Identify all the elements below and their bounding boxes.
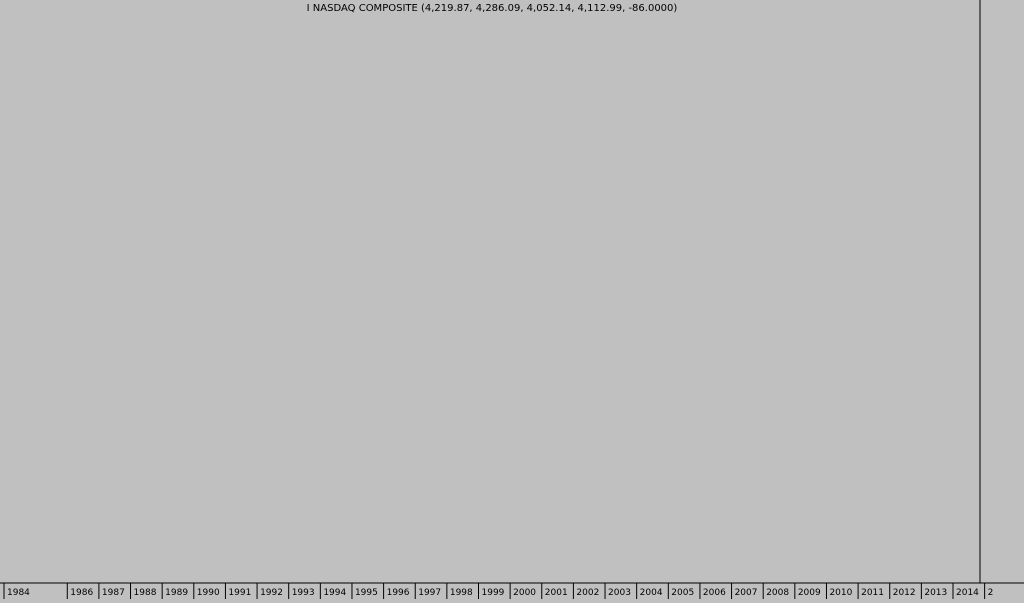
x-tick-label: 1995 (355, 588, 378, 598)
x-tick-label: 2013 (924, 588, 947, 598)
x-tick-label: 1987 (102, 588, 125, 598)
x-tick-label: 2000 (513, 588, 536, 598)
x-tick-label: 2006 (703, 588, 726, 598)
x-tick-label: 2004 (640, 588, 663, 598)
x-tick-label: 2010 (829, 588, 852, 598)
x-tick-label: 1998 (450, 588, 473, 598)
x-tick-label: 1989 (165, 588, 188, 598)
x-tick-label: 1991 (228, 588, 251, 598)
x-tick-label: 2003 (608, 588, 631, 598)
x-tick-label: 2002 (576, 588, 599, 598)
x-tick-label: 1997 (418, 588, 441, 598)
x-tick-label: 2001 (545, 588, 568, 598)
x-tick-label: 2 (988, 588, 994, 598)
x-tick-label: 1992 (260, 588, 283, 598)
x-tick-label: 1984 (7, 588, 30, 598)
x-tick-label: 1986 (70, 588, 93, 598)
x-tick-label: 1993 (292, 588, 315, 598)
x-tick-label: 1988 (134, 588, 157, 598)
x-tick-label: 2014 (956, 588, 979, 598)
x-tick-label: 2007 (735, 588, 758, 598)
x-tick-label: 2011 (861, 588, 884, 598)
x-tick-label: 2005 (671, 588, 694, 598)
x-tick-label: 1999 (482, 588, 505, 598)
x-tick-label: 1994 (323, 588, 346, 598)
x-tick-label: 2009 (798, 588, 821, 598)
chart-title: I NASDAQ COMPOSITE (4,219.87, 4,286.09, … (307, 3, 678, 14)
x-tick-label: 2012 (893, 588, 916, 598)
x-tick-label: 1996 (387, 588, 410, 598)
x-tick-label: 1990 (197, 588, 220, 598)
x-tick-label: 2008 (766, 588, 789, 598)
